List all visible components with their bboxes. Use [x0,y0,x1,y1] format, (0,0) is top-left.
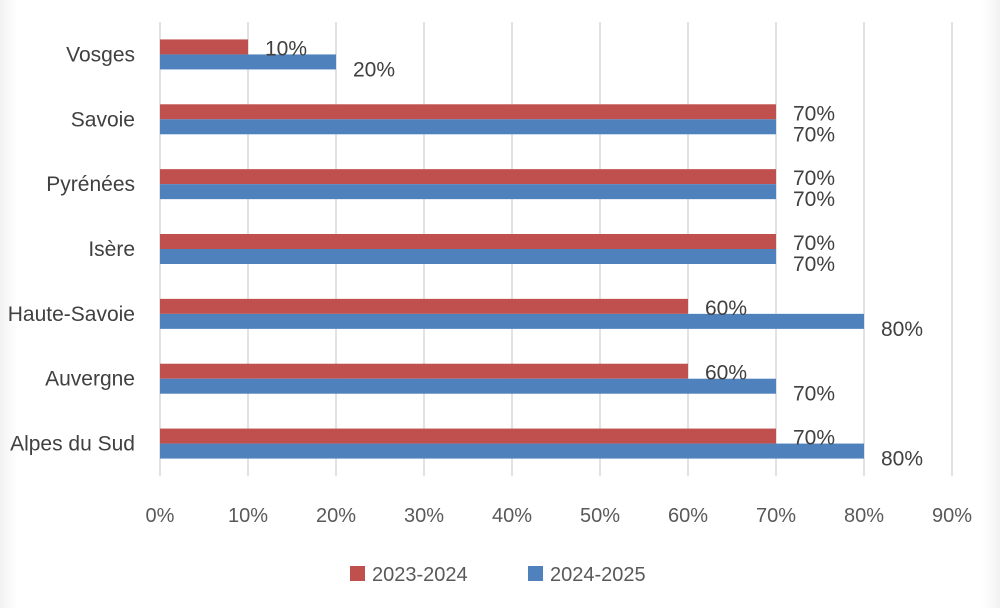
bar-2024-2025-isere [160,249,776,264]
category-label-savoie: Savoie [71,108,135,131]
legend-label-2024-2025: 2024-2025 [550,564,646,586]
category-label-auvergne: Auvergne [45,368,135,391]
bar-2024-2025-pyrenees [160,184,776,200]
category-label-pyrenees: Pyrénées [46,173,135,196]
legend: 2023-2024 2024-2025 [350,564,646,586]
bar-2024-2025-savoie [160,119,776,135]
x-tick-label-70: 70% [756,505,796,527]
bar-2023-2024-vosges [160,39,248,55]
data-label-2024-2025-pyrenees: 70% [793,188,835,211]
x-tick-label-60: 60% [668,505,708,527]
category-label-alpes-du-sud: Alpes du Sud [10,433,135,456]
x-tick-label-40: 40% [492,505,532,527]
data-label-2023-2024-alpes-du-sud: 70% [793,427,835,450]
data-label-2023-2024-haute-savoie: 60% [705,297,747,320]
data-label-2023-2024-vosges: 10% [265,37,307,60]
legend-swatch-2024-2025 [528,566,543,581]
x-tick-label-0: 0% [146,505,175,527]
data-label-2024-2025-vosges: 20% [353,58,395,81]
bar-2023-2024-haute-savoie [160,298,688,314]
category-label-isere: Isère [88,238,135,261]
data-label-2024-2025-haute-savoie: 80% [881,318,923,341]
x-tick-label-10: 10% [228,505,268,527]
x-axis-tick-labels: 0% 10% 20% 30% 40% 50% 60% 70% 80% 90% [146,505,973,527]
category-label-haute-savoie: Haute-Savoie [8,303,135,326]
bar-2023-2024-pyrenees [160,169,776,185]
legend-swatch-2023-2024 [350,566,365,581]
data-label-2023-2024-isere: 70% [793,232,835,255]
x-tick-label-20: 20% [316,505,356,527]
bar-2024-2025-auvergne [160,378,776,394]
x-tick-label-90: 90% [932,505,972,527]
category-label-vosges: Vosges [66,43,135,66]
data-label-2023-2024-auvergne: 60% [705,362,747,385]
x-tick-label-80: 80% [844,505,884,527]
legend-label-2023-2024: 2023-2024 [372,564,468,586]
data-label-2024-2025-auvergne: 70% [793,383,835,406]
x-tick-label-30: 30% [404,505,444,527]
bar-2024-2025-alpes-du-sud [160,443,864,459]
data-label-2024-2025-savoie: 70% [793,123,835,146]
bar-2023-2024-savoie [160,104,776,120]
bar-2023-2024-isere [160,234,776,249]
bar-2023-2024-auvergne [160,363,688,379]
data-label-2024-2025-alpes-du-sud: 80% [881,448,923,471]
x-tick-label-50: 50% [580,505,620,527]
bar-2023-2024-alpes-du-sud [160,428,776,444]
bar-2024-2025-haute-savoie [160,313,864,329]
data-label-2024-2025-isere: 70% [793,253,835,276]
category-labels: Vosges Savoie Pyrénées Isère Haute-Savoie Auv… [8,43,135,455]
bars [160,39,864,459]
bar-2024-2025-vosges [160,54,336,70]
data-label-2023-2024-pyrenees: 70% [793,167,835,190]
data-labels: 10%70%70%70%60%60%70%20%70%70%70%80%70%8… [265,37,923,470]
data-label-2023-2024-savoie: 70% [793,102,835,125]
